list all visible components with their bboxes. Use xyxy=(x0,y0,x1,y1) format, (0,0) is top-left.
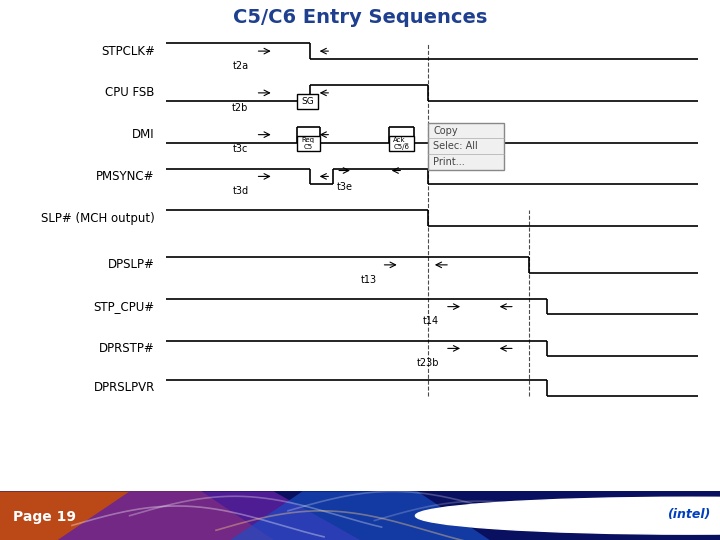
Text: DPRSTP#: DPRSTP# xyxy=(99,342,155,355)
Bar xyxy=(428,123,504,170)
Polygon shape xyxy=(58,491,360,540)
Bar xyxy=(389,136,414,151)
Text: C5/C6 Entry Sequences: C5/C6 Entry Sequences xyxy=(233,8,487,26)
Text: CPU FSB: CPU FSB xyxy=(105,86,155,99)
Text: t3c: t3c xyxy=(233,144,248,154)
Circle shape xyxy=(415,497,720,534)
Text: SG: SG xyxy=(301,97,314,106)
Polygon shape xyxy=(0,491,274,540)
Text: t2b: t2b xyxy=(232,103,248,113)
Text: (intel): (intel) xyxy=(667,508,711,521)
Text: Page 19: Page 19 xyxy=(13,510,76,524)
Text: Copy: Copy xyxy=(433,126,458,136)
Bar xyxy=(297,94,318,109)
Text: DMI: DMI xyxy=(132,128,155,141)
Text: STPCLK#: STPCLK# xyxy=(101,45,155,58)
Text: t3e: t3e xyxy=(337,182,353,192)
Text: t14: t14 xyxy=(423,316,439,326)
Text: t13: t13 xyxy=(361,275,377,285)
Text: DPRSLPVR: DPRSLPVR xyxy=(94,381,155,394)
Text: t23b: t23b xyxy=(417,358,439,368)
Text: SLP# (MCH output): SLP# (MCH output) xyxy=(41,212,155,225)
Text: Req
C5: Req C5 xyxy=(302,137,315,150)
Bar xyxy=(297,136,320,151)
Text: t3d: t3d xyxy=(233,186,248,196)
Text: STP_CPU#: STP_CPU# xyxy=(94,300,155,313)
Text: Print...: Print... xyxy=(433,157,465,167)
Polygon shape xyxy=(230,491,490,540)
Text: DPSLP#: DPSLP# xyxy=(108,258,155,272)
Text: Selec: All: Selec: All xyxy=(433,141,478,151)
Text: t2a: t2a xyxy=(233,61,248,71)
Text: PMSYNC#: PMSYNC# xyxy=(96,170,155,183)
Text: Ack_
C5/6: Ack_ C5/6 xyxy=(393,137,410,150)
